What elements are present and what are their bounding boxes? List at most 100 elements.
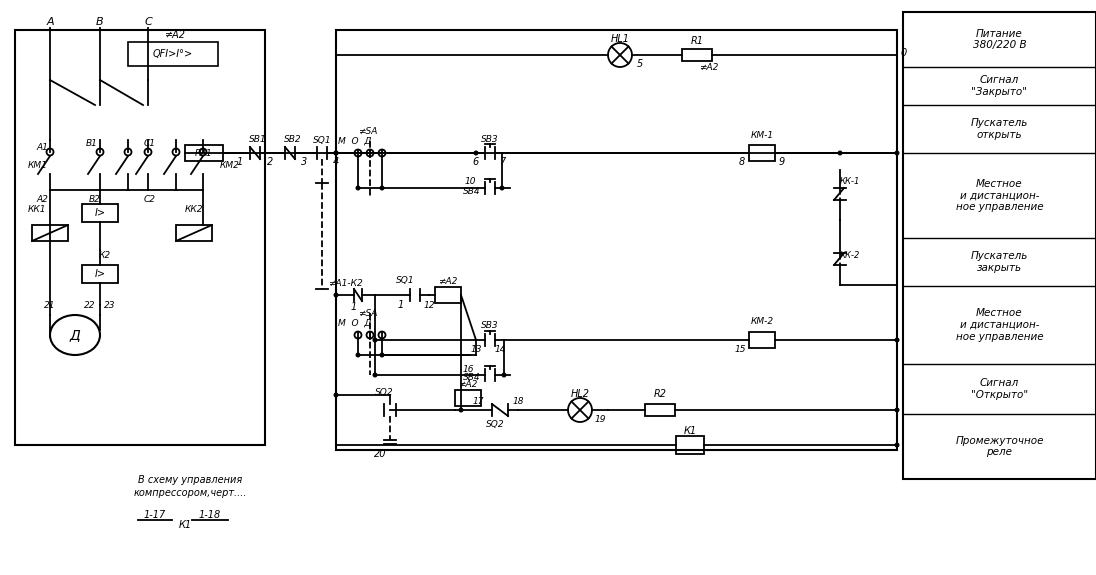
Text: C: C — [145, 17, 152, 27]
Text: КМ1: КМ1 — [28, 160, 48, 170]
Bar — [185, 145, 222, 161]
Text: A1: A1 — [36, 144, 48, 152]
Bar — [435, 287, 461, 303]
Text: SQ1: SQ1 — [312, 136, 331, 144]
Circle shape — [837, 151, 843, 155]
Circle shape — [894, 443, 900, 447]
Text: КК2: КК2 — [185, 205, 204, 214]
Text: 14: 14 — [494, 346, 505, 355]
Bar — [176, 225, 212, 241]
Circle shape — [373, 373, 377, 378]
Text: 15: 15 — [734, 344, 745, 354]
Bar — [455, 390, 481, 406]
Bar — [336, 30, 897, 450]
Text: SB2: SB2 — [284, 136, 301, 144]
Text: I>: I> — [94, 208, 105, 218]
Bar — [15, 30, 265, 445]
Text: В схему управления: В схему управления — [138, 475, 242, 485]
Text: SQ1: SQ1 — [396, 277, 414, 286]
Circle shape — [894, 338, 900, 343]
Text: C2: C2 — [144, 196, 156, 205]
Text: HL2: HL2 — [571, 389, 590, 399]
Text: Д: Д — [69, 328, 80, 342]
Text: КМ-1: КМ-1 — [751, 131, 774, 140]
Circle shape — [500, 186, 504, 190]
Text: М  О  Д: М О Д — [339, 136, 372, 145]
Text: SQ2: SQ2 — [486, 420, 504, 428]
Text: SB4: SB4 — [464, 186, 481, 196]
Text: ≠А1-К2: ≠А1-К2 — [328, 278, 363, 288]
Circle shape — [502, 373, 506, 378]
Bar — [128, 42, 218, 66]
Text: 18: 18 — [512, 397, 524, 407]
Text: ≠A2: ≠A2 — [458, 380, 478, 389]
Text: R1: R1 — [690, 36, 704, 46]
Text: 13: 13 — [470, 346, 482, 355]
Text: 5: 5 — [637, 59, 643, 69]
Circle shape — [355, 186, 361, 190]
Text: Пускатель
закрыть: Пускатель закрыть — [971, 251, 1028, 273]
Circle shape — [333, 151, 339, 155]
Circle shape — [333, 151, 339, 155]
Text: SB1: SB1 — [249, 136, 266, 144]
Text: 17: 17 — [472, 397, 483, 407]
Bar — [82, 204, 118, 222]
Circle shape — [458, 408, 464, 412]
Circle shape — [333, 393, 339, 397]
Text: SQ2: SQ2 — [375, 388, 393, 397]
Text: 2: 2 — [266, 157, 273, 167]
Text: КМ-2: КМ-2 — [751, 317, 774, 327]
Text: 19: 19 — [594, 415, 606, 424]
Text: ≠A2: ≠A2 — [164, 30, 185, 40]
Text: 1-18: 1-18 — [198, 510, 221, 520]
Text: Сигнал
"Закрыто": Сигнал "Закрыто" — [971, 75, 1028, 97]
Text: 1: 1 — [351, 302, 357, 312]
Text: C1: C1 — [144, 139, 156, 148]
Text: 23: 23 — [104, 301, 116, 309]
Text: 9: 9 — [779, 157, 785, 167]
Text: SB3: SB3 — [481, 136, 499, 144]
Text: Сигнал
"Открыто": Сигнал "Открыто" — [971, 378, 1028, 400]
Text: QFI>I°>: QFI>I°> — [153, 49, 193, 59]
Circle shape — [473, 151, 479, 155]
Text: SB3: SB3 — [481, 321, 499, 331]
Circle shape — [355, 352, 361, 358]
Text: 16: 16 — [463, 365, 473, 374]
Text: М  О  Д: М О Д — [339, 319, 372, 328]
Text: 22: 22 — [84, 301, 95, 309]
Text: КК-1: КК-1 — [840, 178, 860, 186]
Text: A2: A2 — [36, 196, 48, 205]
Text: 1: 1 — [398, 300, 404, 310]
Text: К1: К1 — [684, 426, 697, 436]
Text: Местное
и дистанцион-
ное управление: Местное и дистанцион- ное управление — [956, 308, 1043, 342]
Text: К2: К2 — [99, 251, 111, 259]
Circle shape — [379, 186, 385, 190]
Text: КМ2: КМ2 — [220, 160, 240, 170]
Text: 0: 0 — [901, 48, 907, 58]
Text: Питание
380/220 В: Питание 380/220 В — [972, 29, 1026, 50]
Text: 8: 8 — [739, 157, 745, 167]
Text: FИ1: FИ1 — [195, 148, 213, 158]
Text: 7: 7 — [499, 157, 505, 167]
Circle shape — [894, 408, 900, 412]
Bar — [676, 436, 704, 454]
Text: Пускатель
открыть: Пускатель открыть — [971, 118, 1028, 140]
Text: I>: I> — [94, 269, 105, 279]
Text: КК1: КК1 — [28, 205, 46, 214]
Text: 20: 20 — [374, 449, 386, 459]
Text: B2: B2 — [89, 196, 101, 205]
Bar — [682, 49, 712, 61]
Text: B1: B1 — [87, 139, 98, 148]
Circle shape — [373, 338, 377, 343]
Bar — [82, 265, 118, 283]
Text: 1: 1 — [237, 157, 243, 167]
Text: Промежуточное
реле: Промежуточное реле — [956, 436, 1043, 457]
Text: A: A — [46, 17, 54, 27]
Text: 21: 21 — [44, 301, 56, 309]
Text: 4: 4 — [333, 157, 339, 167]
Text: HL1: HL1 — [610, 34, 629, 44]
Text: B: B — [96, 17, 104, 27]
Text: К1: К1 — [179, 520, 192, 530]
Text: ≠A2: ≠A2 — [699, 63, 719, 71]
Bar — [646, 404, 675, 416]
